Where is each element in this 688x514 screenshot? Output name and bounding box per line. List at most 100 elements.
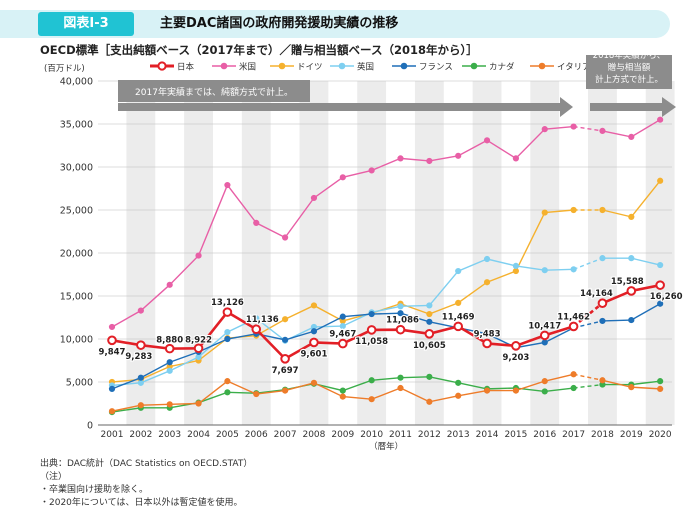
data-point — [166, 281, 173, 288]
data-point — [164, 343, 175, 354]
data-point — [568, 321, 579, 332]
data-point — [397, 155, 404, 162]
data-point — [426, 310, 433, 318]
series-line-dashed — [573, 320, 603, 329]
data-point — [455, 267, 462, 275]
y-tick-label: 30,000 — [60, 163, 93, 174]
data-point — [137, 379, 144, 386]
japan-data-label: 13,126 — [211, 298, 244, 308]
right-period-arrow — [590, 97, 676, 117]
data-point — [512, 267, 520, 275]
data-point — [541, 267, 548, 274]
x-tick-label: 2016 — [533, 430, 556, 440]
legend-label: 米国 — [239, 62, 256, 73]
data-point — [657, 116, 664, 123]
data-point — [137, 307, 144, 314]
data-point — [397, 310, 404, 317]
data-point — [224, 329, 231, 336]
japan-data-label: 9,847 — [99, 347, 126, 357]
data-point — [599, 255, 606, 262]
data-point — [251, 324, 262, 335]
y-tick-label: 25,000 — [60, 206, 93, 217]
data-point — [483, 387, 491, 394]
data-point — [426, 373, 433, 380]
right-annotation-text: 2018年実績から、 — [593, 55, 666, 61]
data-point — [108, 408, 116, 415]
left-annotation-text: 2017年実績までは、純額方式で計上。 — [135, 86, 293, 98]
data-point — [541, 126, 548, 133]
x-tick-label: 2008 — [302, 430, 325, 440]
x-tick-label: 2014 — [476, 430, 499, 440]
figure-number-badge: 図表Ⅰ-3 — [38, 12, 134, 36]
japan-data-label: 9,203 — [502, 353, 529, 363]
data-point — [455, 299, 462, 306]
data-point — [310, 302, 318, 309]
x-tick-label: 2013 — [447, 430, 470, 440]
data-point — [224, 181, 231, 189]
series-line-dashed — [573, 383, 603, 389]
data-point — [166, 367, 173, 374]
series-line — [111, 125, 574, 328]
data-point — [599, 206, 606, 214]
x-tick-label: 2012 — [418, 430, 441, 440]
data-point — [282, 387, 289, 394]
japan-data-label: 16,260 — [650, 292, 683, 302]
legend-swatch-marker — [338, 62, 346, 70]
x-tick-label: 2020 — [649, 430, 672, 440]
legend-label: 日本 — [177, 62, 195, 73]
series-line-dashed — [573, 373, 603, 381]
x-tick-label: 2005 — [216, 430, 239, 440]
data-point — [570, 384, 577, 392]
data-point — [137, 374, 144, 381]
data-point — [195, 400, 202, 407]
data-point — [541, 388, 548, 395]
data-point — [482, 338, 492, 349]
y-tick-label: 40,000 — [60, 77, 93, 88]
x-tick-label: 2009 — [331, 430, 354, 440]
data-point — [657, 385, 664, 392]
data-point — [339, 174, 346, 181]
x-axis-label: （暦年） — [369, 441, 403, 452]
data-point — [455, 379, 462, 386]
japan-data-label: 14,164 — [580, 289, 613, 299]
data-point — [541, 339, 548, 346]
source-line: 出典：DAC統計（DAC Statistics on OECD.STAT） — [40, 459, 253, 469]
legend-swatch-marker — [470, 62, 478, 70]
data-point — [626, 286, 637, 296]
data-point — [395, 324, 406, 335]
japan-data-label: 9,601 — [301, 349, 328, 359]
japan-data-label: 8,922 — [185, 335, 212, 345]
data-point — [224, 378, 231, 385]
data-point — [570, 123, 577, 130]
y-tick-label: 35,000 — [60, 120, 93, 131]
note-heading: （注） — [40, 472, 68, 482]
data-point — [511, 341, 521, 351]
data-point — [426, 157, 433, 165]
legend-label: ドイツ — [297, 63, 323, 73]
figure-header: 図表Ⅰ-3 主要DAC諸国の政府開発援助実績の推移 — [0, 10, 670, 38]
left-annotation-box — [118, 80, 310, 102]
y-axis-label: (百万ドル) — [44, 64, 85, 74]
japan-data-label: 10,417 — [528, 321, 561, 331]
right-annotation-box — [586, 55, 672, 89]
x-tick-label: 2011 — [389, 430, 412, 440]
data-point — [339, 323, 346, 330]
x-tick-label: 2001 — [101, 430, 124, 440]
data-point — [366, 325, 377, 335]
x-tick-label: 2002 — [129, 430, 152, 440]
data-point — [628, 316, 635, 324]
japan-data-label: 11,469 — [442, 312, 475, 322]
y-tick-label: 5,000 — [66, 378, 93, 389]
data-point — [339, 387, 346, 394]
data-point — [368, 396, 375, 403]
x-tick-label: 2018 — [591, 430, 614, 440]
data-point — [657, 300, 664, 307]
y-tick-label: 10,000 — [60, 335, 93, 346]
data-point — [137, 402, 144, 409]
x-tick-label: 2006 — [245, 430, 268, 440]
japan-data-label: 10,605 — [413, 341, 446, 351]
data-point — [426, 398, 433, 405]
data-point — [483, 279, 491, 286]
right-annotation-text: 贈与相当額 — [608, 62, 651, 73]
legend-label: 英国 — [357, 62, 374, 73]
